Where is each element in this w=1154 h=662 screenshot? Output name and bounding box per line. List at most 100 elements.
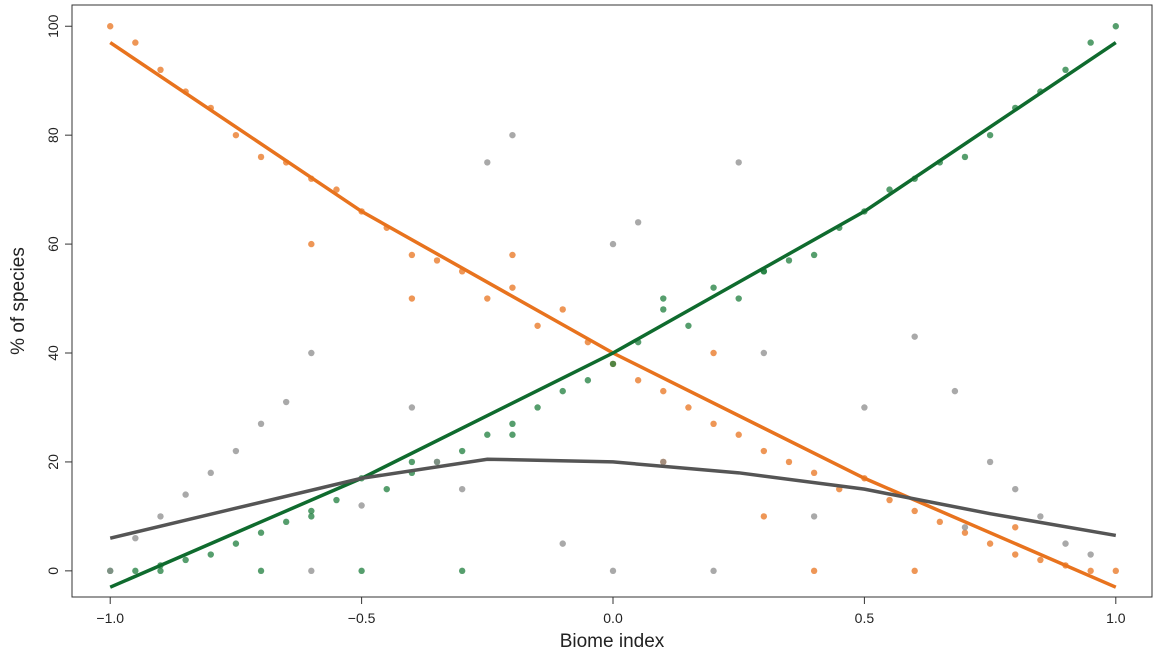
point [232,131,240,139]
point [107,567,114,575]
point [232,447,240,455]
point [1062,66,1069,74]
y-tick-label: 0 [45,567,61,575]
point [207,469,214,477]
y-tick-label: 60 [45,236,61,252]
point [1037,513,1044,520]
y-tick-label: 80 [45,127,61,143]
point [157,513,164,520]
point [534,404,541,411]
fit-line [109,41,1117,589]
y-tick-label: 100 [45,14,61,38]
point [182,491,189,498]
point [685,322,692,329]
point [408,458,416,466]
y-axis-label: % of species [8,247,29,355]
point [660,295,667,302]
point [986,540,994,547]
point [1037,556,1044,564]
point [735,159,742,166]
point [810,469,818,477]
point [282,398,290,406]
point [458,485,466,493]
point [634,377,642,384]
point [433,458,441,466]
point [660,306,667,313]
point [308,507,315,515]
point [559,540,566,547]
point [760,513,768,520]
plot-frame [71,4,1153,598]
point [685,404,692,411]
point [308,349,315,357]
point [710,349,717,357]
point [660,458,667,466]
point [609,567,617,575]
point [509,431,516,438]
point [308,567,315,575]
x-tick-label: 1.0 [1106,610,1126,626]
point [458,447,466,455]
point [484,159,491,166]
point [257,529,265,536]
point [710,420,717,428]
point [408,404,416,411]
point [1012,524,1019,531]
point [911,567,918,575]
point [509,420,516,428]
point [936,518,944,526]
point [911,333,918,340]
point [1112,23,1119,30]
point [559,387,566,395]
point [760,447,768,455]
point [509,284,516,291]
point [484,431,491,438]
point [810,567,818,575]
point [735,431,742,438]
point [157,66,164,74]
point [333,496,340,504]
point [986,131,994,139]
point [961,524,969,531]
point [132,567,139,575]
point [484,295,491,302]
point [810,251,818,259]
point [257,153,265,161]
point [559,306,566,313]
point [951,387,959,395]
y-tick-label: 40 [45,345,61,361]
point [1012,485,1019,493]
point [1062,540,1069,547]
point [308,513,315,520]
point [785,257,793,264]
x-tick-label: −1.0 [96,610,124,626]
point [584,377,592,384]
y-tick-label: 20 [45,454,61,470]
point [509,251,516,259]
point [660,387,667,395]
point [232,540,240,547]
point [333,186,340,193]
point [358,567,365,575]
point [383,485,390,493]
point [182,556,189,564]
point [1112,567,1119,575]
point [710,567,717,575]
point [986,458,994,466]
x-axis-label: Biome index [560,631,665,652]
point [408,251,416,259]
point [534,322,541,329]
point [408,295,416,302]
point [107,23,114,30]
point [1087,39,1094,46]
point [157,567,164,575]
point [1087,567,1094,575]
point [1087,551,1094,558]
point [810,513,818,520]
point [886,496,893,504]
fit-line [109,41,1117,589]
point [710,284,717,291]
point [308,240,315,248]
point [509,131,516,139]
